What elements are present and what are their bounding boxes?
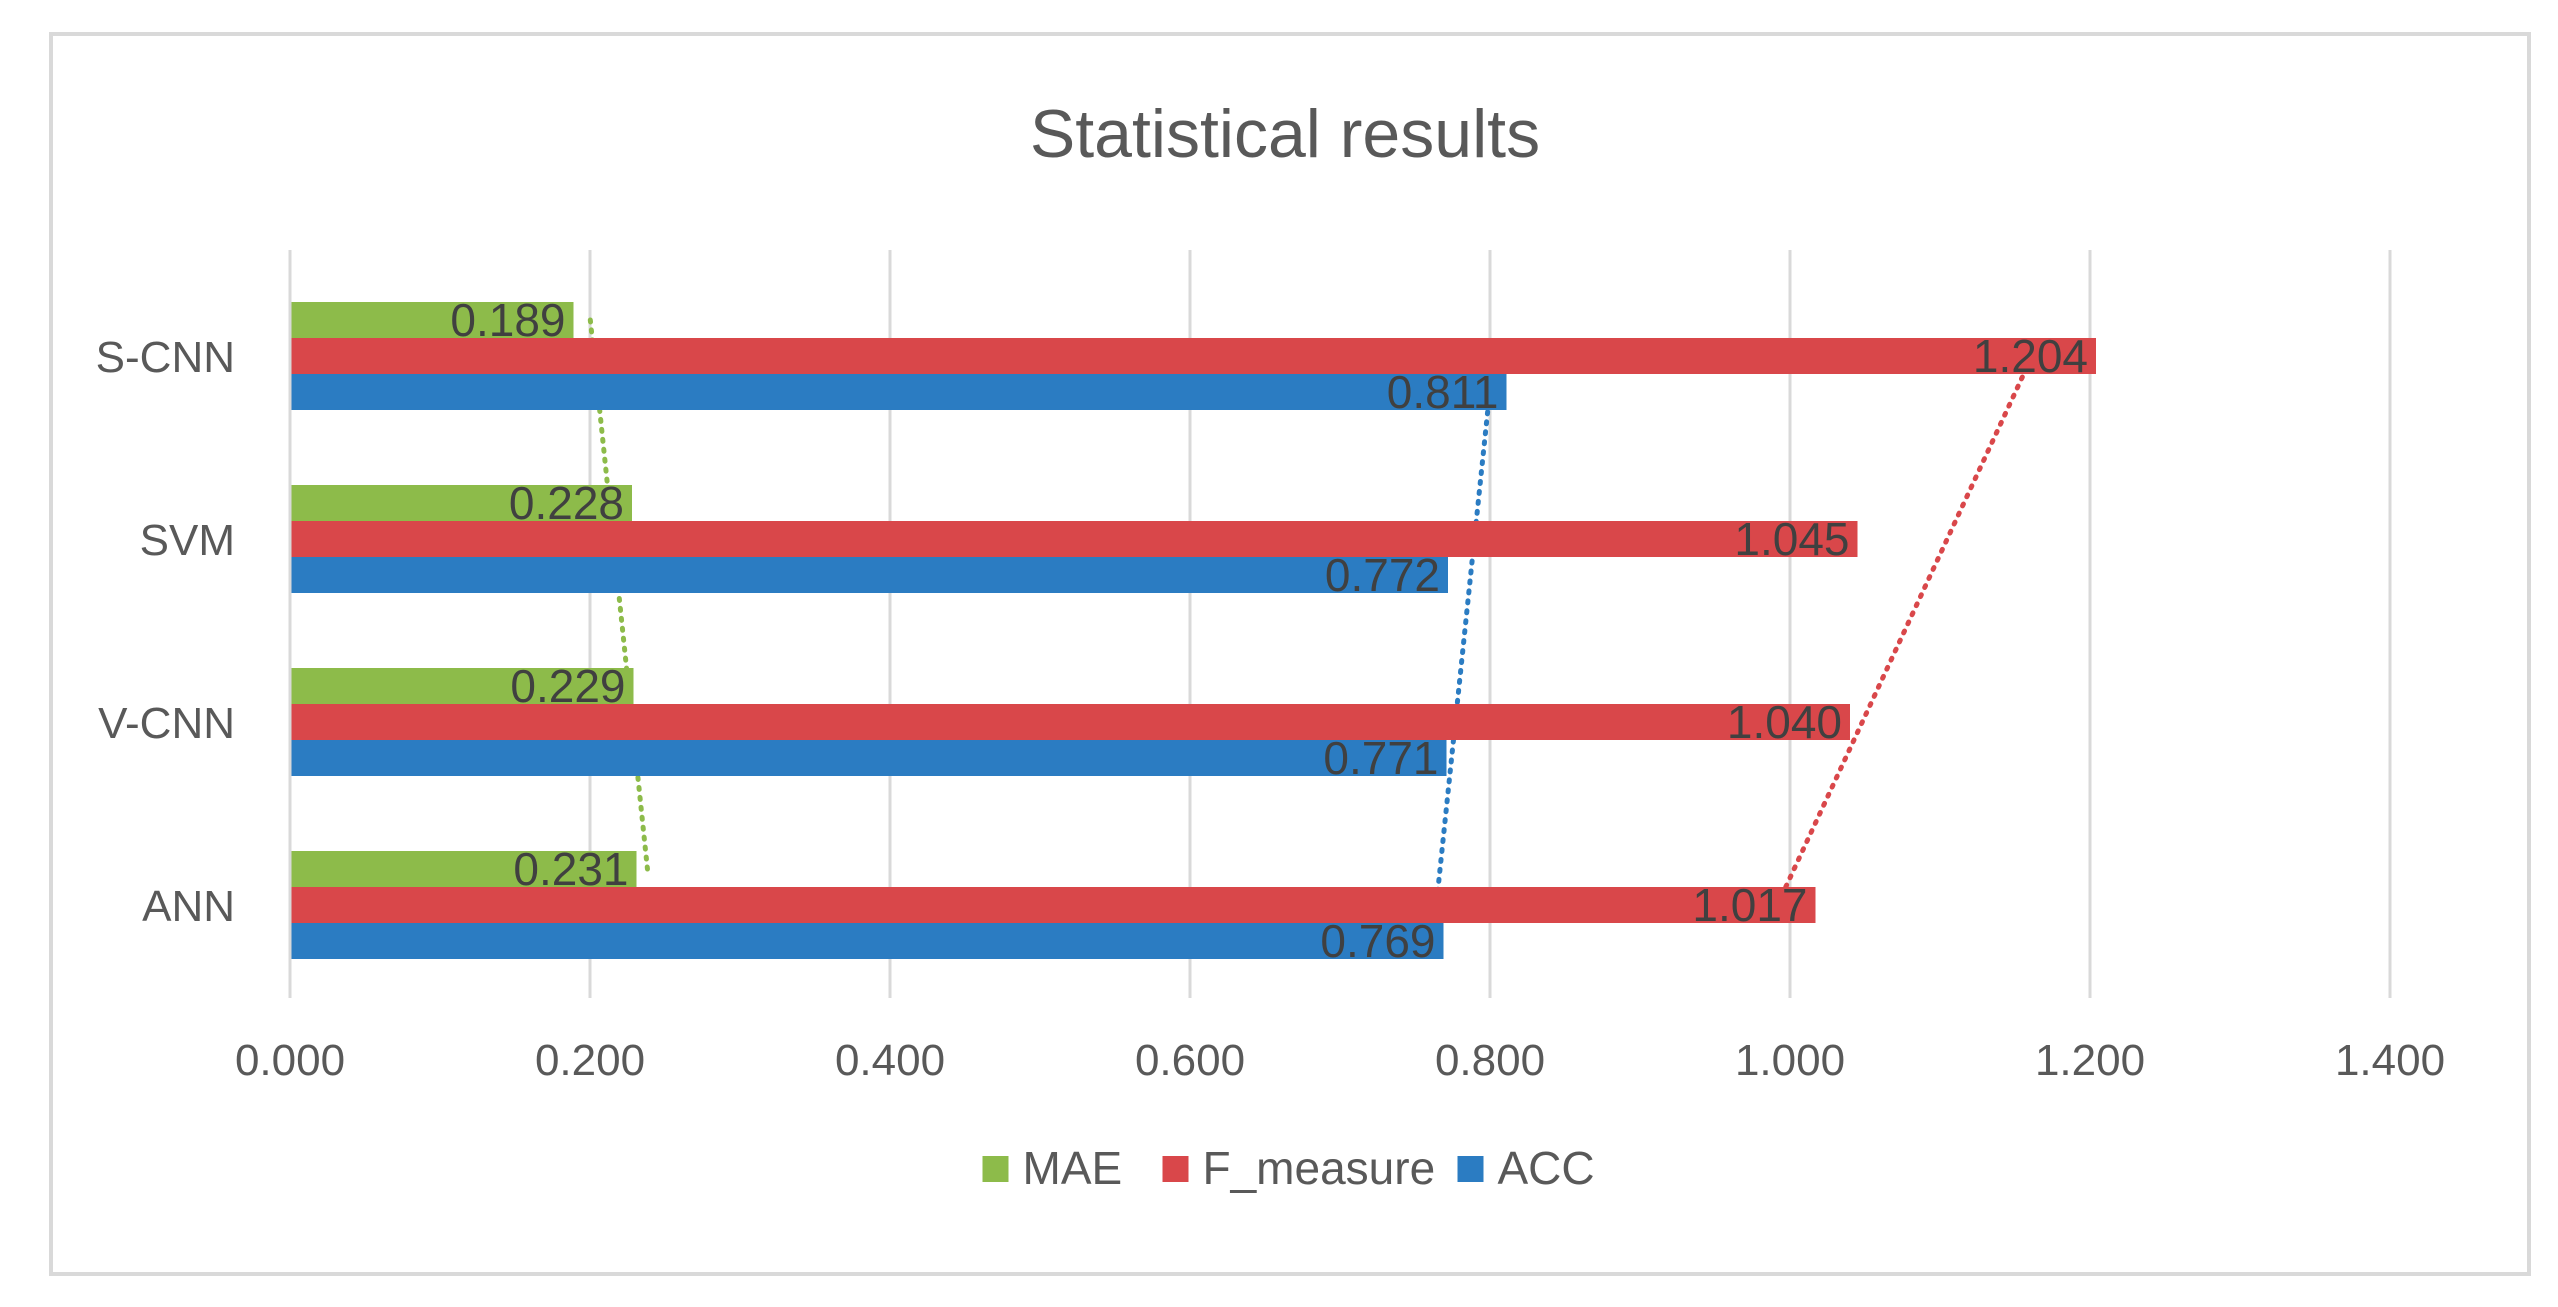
bar-f-measure-s-cnn	[290, 338, 2096, 374]
x-tick-label: 1.000	[1735, 1036, 1845, 1085]
data-label: 0.231	[513, 843, 628, 895]
y-tick-label: V-CNN	[98, 699, 235, 748]
axes: 0.000 0.200 0.400 0.600 0.800 1.000 1.200 1.400…	[96, 250, 2445, 1085]
bar-f-measure-ann	[290, 887, 1816, 923]
trendline-acc	[1430, 389, 1493, 944]
bar-f-measure-v-cnn	[290, 704, 1850, 740]
data-label: 0.229	[510, 660, 625, 712]
x-tick-label: 1.400	[2335, 1036, 2445, 1085]
legend-label: MAE	[1023, 1142, 1123, 1194]
bar-mae-s-cnn	[290, 302, 574, 338]
chart-title: Statistical results	[1030, 96, 1540, 172]
y-tick-label: SVM	[140, 516, 235, 565]
data-label: 0.771	[1323, 732, 1438, 784]
data-label: 1.040	[1727, 696, 1842, 748]
legend-swatch	[1162, 1156, 1189, 1182]
data-label: 1.017	[1692, 879, 1807, 931]
bar-acc-v-cnn	[290, 740, 1447, 776]
bar-acc-svm	[290, 557, 1448, 593]
trendlines	[587, 317, 2035, 944]
bar-mae-v-cnn	[290, 668, 634, 704]
legend: MAE F_measure ACC	[982, 1142, 1595, 1194]
x-tick-label: 0.000	[235, 1036, 345, 1085]
legend-label: F_measure	[1203, 1142, 1436, 1194]
legend-label: ACC	[1498, 1142, 1595, 1194]
x-tick-label: 0.200	[535, 1036, 645, 1085]
chart-frame	[49, 32, 2531, 1276]
x-tick-label: 0.800	[1435, 1036, 1545, 1085]
bar-acc-ann	[290, 923, 1444, 959]
data-labels: 0.231 1.017 0.769 0.229 1.040 0.771 0.228 1.045…	[450, 294, 2088, 967]
y-tick-label: ANN	[142, 882, 235, 931]
data-label: 0.772	[1325, 549, 1440, 601]
data-label: 1.045	[1734, 513, 1849, 565]
data-label: 1.204	[1973, 330, 2088, 382]
bars	[290, 302, 2096, 959]
data-label: 0.769	[1320, 915, 1435, 967]
x-tick-label: 0.400	[835, 1036, 945, 1085]
x-tick-label: 0.600	[1135, 1036, 1245, 1085]
legend-swatch	[982, 1156, 1009, 1182]
legend-swatch	[1457, 1156, 1484, 1182]
trendline-mae	[587, 317, 650, 872]
bar-f-measure-svm	[290, 521, 1858, 557]
y-tick-label: S-CNN	[96, 333, 235, 382]
bar-mae-svm	[290, 485, 632, 521]
bar-acc-s-cnn	[290, 374, 1507, 410]
trendline-f-measure	[1774, 353, 2035, 908]
bar-mae-ann	[290, 851, 637, 887]
data-label: 0.228	[509, 477, 624, 529]
data-label: 0.189	[450, 294, 565, 346]
x-tick-label: 1.200	[2035, 1036, 2145, 1085]
data-label: 0.811	[1387, 366, 1499, 418]
